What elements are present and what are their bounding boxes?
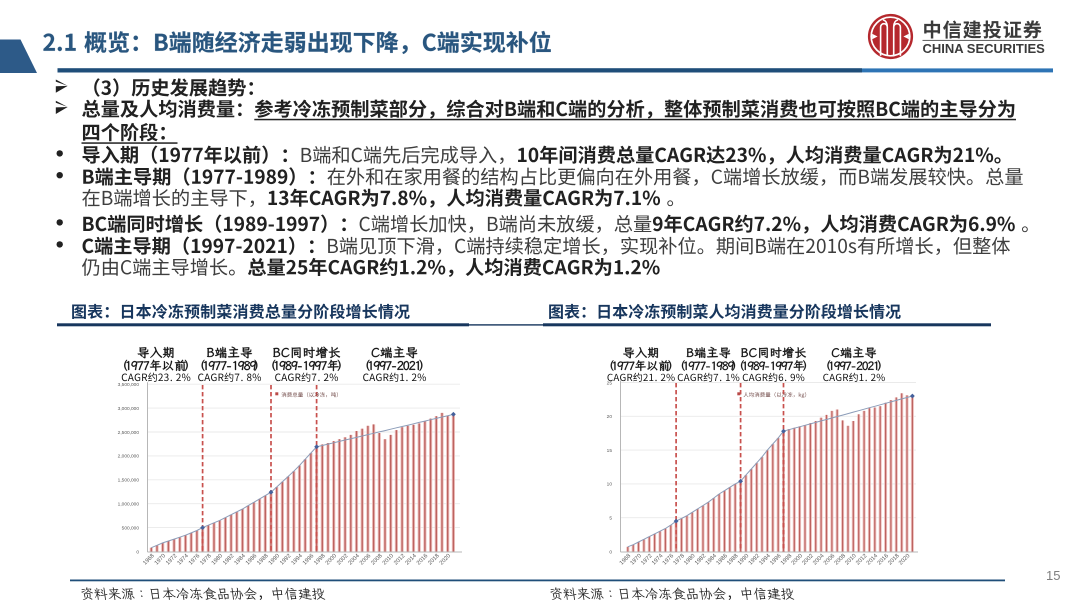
svg-text:15: 15 <box>1046 568 1060 583</box>
svg-text:0: 0 <box>136 549 139 555</box>
svg-text:15: 15 <box>607 448 613 454</box>
svg-text:2,000,000: 2,000,000 <box>118 454 140 460</box>
svg-text:500,000: 500,000 <box>122 525 140 531</box>
svg-text:3,000,000: 3,000,000 <box>118 406 140 412</box>
svg-text:1,000,000: 1,000,000 <box>118 502 140 508</box>
svg-text:20: 20 <box>607 414 613 420</box>
svg-text:10: 10 <box>607 482 613 488</box>
svg-text:CHINA SECURITIES: CHINA SECURITIES <box>923 41 1046 56</box>
svg-text:1,500,000: 1,500,000 <box>118 478 140 484</box>
svg-text:2,500,000: 2,500,000 <box>118 430 140 436</box>
svg-text:5: 5 <box>609 516 612 522</box>
svg-text:25: 25 <box>607 380 613 386</box>
svg-text:0: 0 <box>609 549 612 555</box>
svg-text:3,500,000: 3,500,000 <box>118 382 140 388</box>
